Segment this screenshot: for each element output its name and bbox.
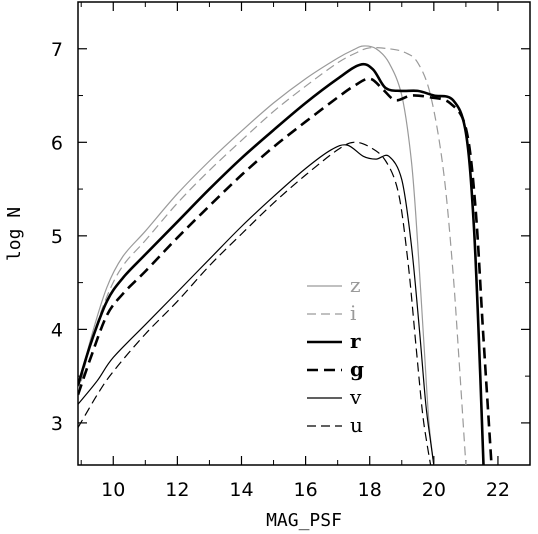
legend-label-u: u — [350, 413, 363, 437]
axis-ticks: 10 12 14 16 18 20 22 3 4 5 6 7 — [51, 2, 531, 501]
x-tick-label: 12 — [165, 479, 189, 501]
x-tick-label: 10 — [101, 479, 125, 501]
series-line-g — [78, 77, 493, 465]
legend-label-v: v — [349, 385, 362, 409]
y-tick-label: 6 — [51, 132, 63, 154]
series-line-r — [78, 62, 485, 465]
series-line-i — [78, 46, 467, 465]
x-tick-label: 16 — [294, 479, 318, 501]
series-line-u — [78, 141, 432, 465]
x-tick-label: 20 — [422, 479, 446, 501]
series-line-v — [78, 144, 435, 465]
x-tick-label: 22 — [486, 479, 510, 501]
legend-label-i: i — [350, 301, 356, 325]
x-tick-label: 14 — [229, 479, 253, 501]
series-line-z — [78, 45, 435, 465]
legend-label-r: r — [350, 329, 361, 353]
plot-frame — [77, 1, 531, 466]
series-layer — [78, 45, 493, 465]
y-tick-label: 4 — [51, 319, 63, 341]
x-tick-label: 18 — [358, 479, 382, 501]
legend-label-z: z — [350, 273, 361, 297]
y-tick-label: 5 — [51, 226, 63, 248]
y-axis-title: log N — [4, 207, 25, 261]
legend-label-g: g — [350, 357, 364, 381]
x-axis-title: MAG_PSF — [266, 510, 342, 531]
y-tick-label: 7 — [51, 39, 63, 61]
y-tick-label: 3 — [51, 413, 63, 435]
